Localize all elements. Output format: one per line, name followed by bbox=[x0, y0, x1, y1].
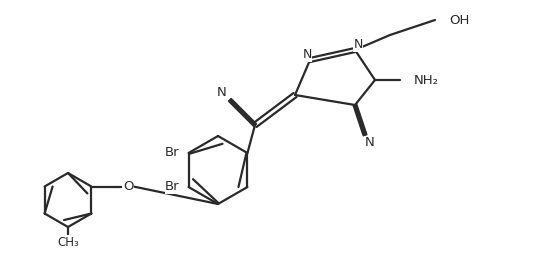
Text: NH₂: NH₂ bbox=[414, 74, 439, 87]
Text: O: O bbox=[123, 180, 133, 193]
Text: N: N bbox=[353, 38, 363, 51]
Text: OH: OH bbox=[449, 14, 469, 27]
Text: N: N bbox=[217, 87, 227, 100]
Text: N: N bbox=[365, 136, 375, 149]
Text: CH₃: CH₃ bbox=[57, 236, 79, 249]
Text: N: N bbox=[302, 49, 312, 62]
Text: Br: Br bbox=[165, 146, 180, 159]
Text: Br: Br bbox=[165, 180, 180, 193]
